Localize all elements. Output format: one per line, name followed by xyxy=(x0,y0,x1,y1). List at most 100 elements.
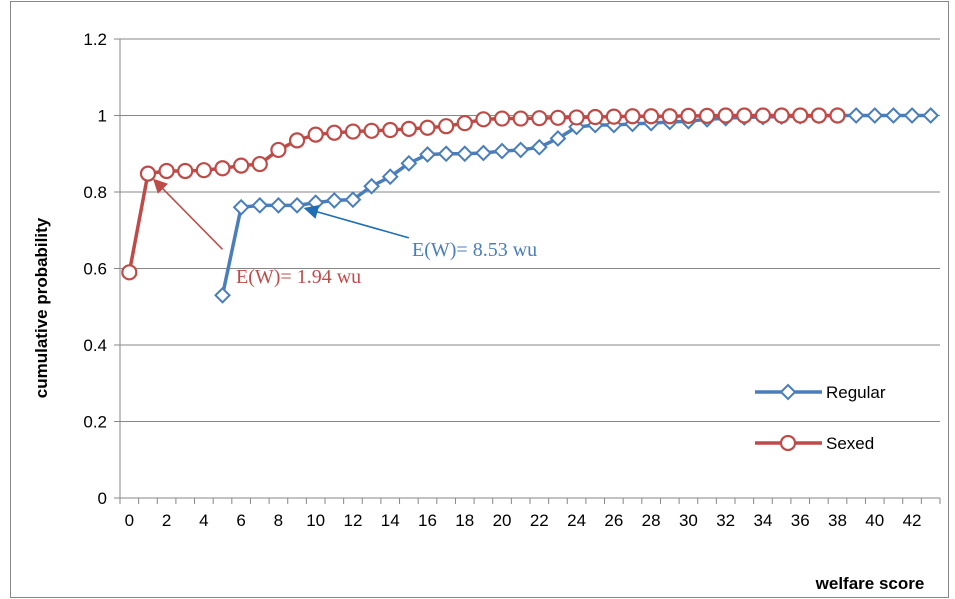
annotation-arrow xyxy=(303,205,410,239)
data-point-regular xyxy=(903,107,921,124)
x-tick-label: 30 xyxy=(679,511,698,530)
data-point-sexed xyxy=(456,115,473,132)
x-tick-label: 0 xyxy=(125,511,134,530)
data-point-sexed xyxy=(587,108,604,126)
data-point-sexed xyxy=(792,107,809,124)
data-point-sexed xyxy=(493,110,511,127)
data-point-sexed xyxy=(307,126,324,143)
x-tick-label: 34 xyxy=(753,511,772,530)
x-tick-label: 32 xyxy=(716,511,735,530)
data-point-regular xyxy=(884,107,902,124)
data-point-sexed xyxy=(214,160,231,177)
x-tick-label: 36 xyxy=(791,511,810,530)
data-point-regular xyxy=(474,144,492,162)
legend-label-sexed: Sexed xyxy=(826,434,874,453)
x-tick-label: 2 xyxy=(162,511,171,530)
x-tick-label: 6 xyxy=(236,511,245,530)
y-axis-ticks: 0 0.2 0.4 0.6 0.8 1 1.2 xyxy=(83,30,120,508)
data-point-regular xyxy=(344,191,362,209)
data-point-regular xyxy=(214,286,231,304)
data-point-regular xyxy=(288,196,306,214)
data-point-sexed xyxy=(438,118,455,135)
x-tick-label: 20 xyxy=(493,511,512,530)
x-tick-label: 40 xyxy=(865,511,884,530)
data-point-regular xyxy=(866,107,884,124)
data-point-sexed xyxy=(717,107,734,124)
y-tick-label: 0.6 xyxy=(83,260,107,279)
x-tick-label: 42 xyxy=(903,511,922,530)
y-tick-label: 1.2 xyxy=(83,30,107,49)
data-point-regular xyxy=(400,154,418,172)
x-tick-label: 4 xyxy=(199,511,208,530)
data-point-regular xyxy=(363,177,381,195)
data-point-sexed xyxy=(736,107,753,124)
data-point-sexed xyxy=(233,157,250,174)
legend-item-regular: Regular xyxy=(755,383,886,402)
data-point-regular xyxy=(251,196,269,214)
data-point-sexed xyxy=(661,108,678,125)
data-point-sexed xyxy=(754,107,772,124)
data-point-regular xyxy=(325,192,343,209)
data-point-regular xyxy=(922,107,940,124)
data-point-sexed xyxy=(382,121,399,139)
series-layer xyxy=(121,107,940,304)
y-tick-label: 0.8 xyxy=(83,183,107,202)
data-point-sexed xyxy=(288,132,306,149)
y-tick-label: 0.4 xyxy=(83,336,107,355)
data-point-regular xyxy=(512,141,530,159)
x-tick-label: 28 xyxy=(642,511,661,530)
annotation-arrow xyxy=(152,178,224,250)
y-tick-label: 0.2 xyxy=(83,413,107,432)
data-point-regular xyxy=(419,146,436,163)
x-tick-label: 22 xyxy=(530,511,549,530)
x-tick-label: 10 xyxy=(306,511,325,530)
data-point-sexed xyxy=(512,110,529,127)
data-point-sexed xyxy=(419,119,436,136)
data-point-sexed xyxy=(680,107,697,124)
data-point-regular xyxy=(493,142,511,160)
legend-marker-sexed xyxy=(779,434,797,452)
x-axis-ticks: 0 2 4 6 8 10 12 14 16 18 20 22 24 26 28 30 32 34 36 38 40 42 xyxy=(119,498,941,530)
annotation-text: E(W)= 1.94 wu xyxy=(236,266,361,288)
x-axis-title: welfare score xyxy=(815,574,925,593)
y-tick-label: 0 xyxy=(98,489,107,508)
data-point-sexed xyxy=(810,107,827,124)
data-point-regular xyxy=(437,145,455,163)
x-tick-label: 14 xyxy=(381,511,400,530)
data-point-sexed xyxy=(121,264,138,281)
data-point-sexed xyxy=(400,120,417,137)
chart-border xyxy=(10,1,949,598)
x-tick-label: 16 xyxy=(418,511,437,530)
data-point-sexed xyxy=(270,141,287,159)
data-point-sexed xyxy=(363,122,380,139)
x-tick-label: 18 xyxy=(455,511,474,530)
data-point-regular xyxy=(549,130,567,147)
annotation-regular: E(W)= 8.53 wu xyxy=(303,205,537,261)
annotation-sexed: E(W)= 1.94 wu xyxy=(152,178,361,288)
x-tick-label: 8 xyxy=(274,511,283,530)
x-tick-label: 24 xyxy=(567,511,586,530)
data-point-sexed xyxy=(177,162,194,180)
data-point-sexed xyxy=(326,124,343,141)
data-point-sexed xyxy=(251,155,268,173)
y-axis-title: cumulative probability xyxy=(32,217,51,398)
y-tick-label: 1 xyxy=(98,107,107,126)
data-point-regular xyxy=(847,107,865,124)
data-point-sexed xyxy=(531,110,548,127)
data-point-sexed xyxy=(139,165,157,182)
x-tick-label: 12 xyxy=(343,511,362,530)
data-point-sexed xyxy=(475,111,492,128)
legend: Regular Sexed xyxy=(755,383,886,453)
data-point-regular xyxy=(232,198,250,216)
data-point-sexed xyxy=(829,107,846,124)
data-point-sexed xyxy=(549,109,567,126)
data-point-sexed xyxy=(698,107,716,124)
data-point-regular xyxy=(269,196,287,214)
data-point-sexed xyxy=(195,162,212,179)
data-point-sexed xyxy=(773,107,790,124)
annotations: E(W)= 1.94 wu E(W)= 8.53 wu xyxy=(152,178,537,288)
legend-marker-regular xyxy=(779,383,797,401)
legend-label-regular: Regular xyxy=(826,383,886,402)
